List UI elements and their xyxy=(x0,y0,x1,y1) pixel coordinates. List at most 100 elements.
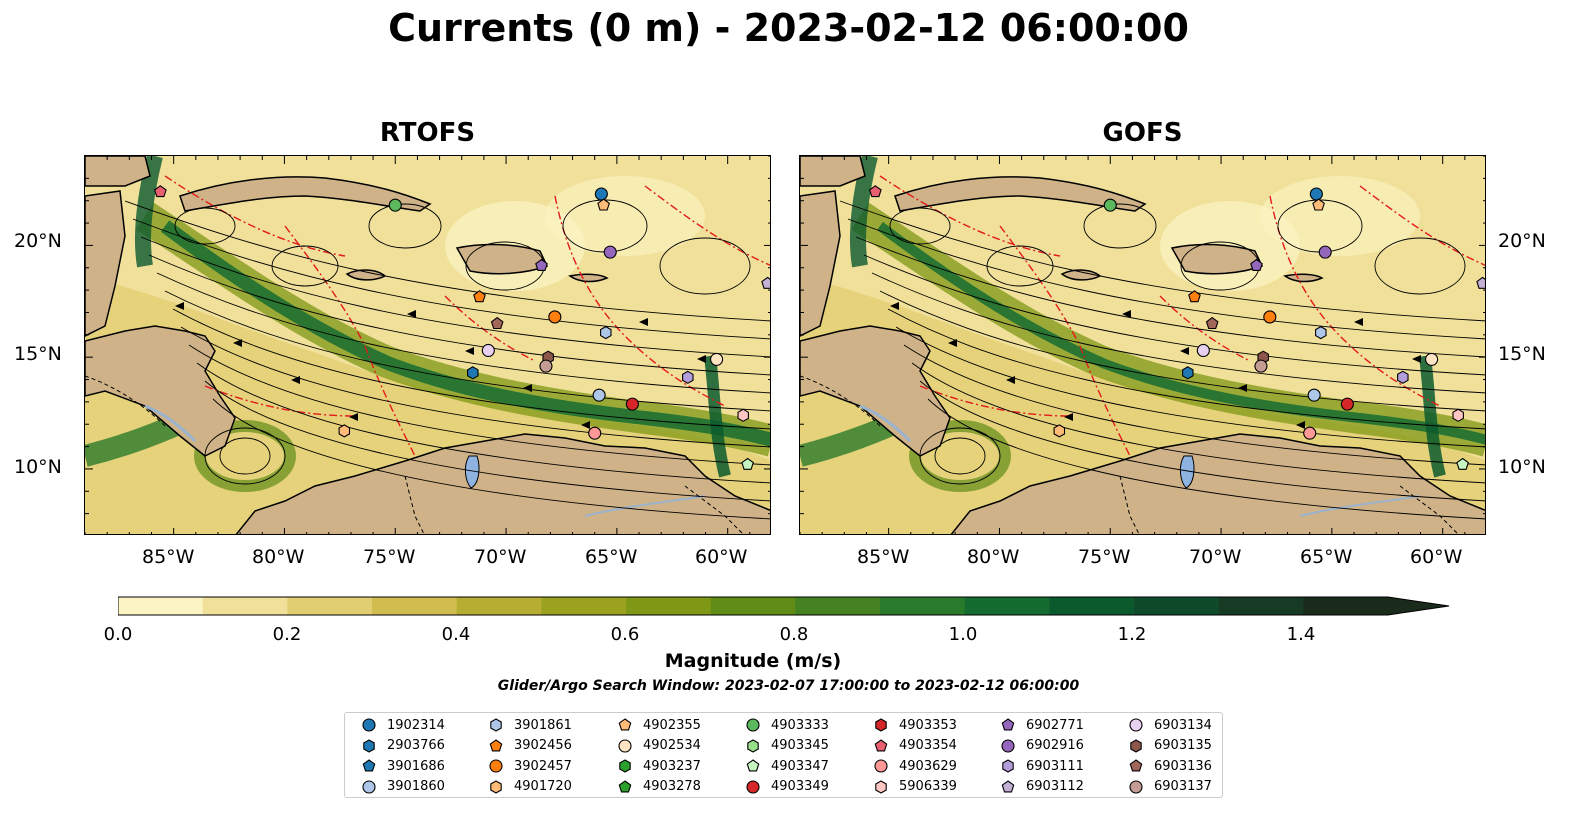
search-window-caption: Glider/Argo Search Window: 2023-02-07 17… xyxy=(497,678,1080,694)
colorbar-segment xyxy=(456,597,542,615)
float-marker xyxy=(1315,325,1327,340)
legend-marker-icon xyxy=(618,738,632,753)
legend-marker xyxy=(362,759,376,772)
legend-marker xyxy=(618,738,632,753)
colorbar-segment xyxy=(1218,597,1304,615)
float-marker xyxy=(737,408,749,422)
legend-label: 6903111 xyxy=(1026,758,1084,774)
legend-item: 4903237 xyxy=(617,756,701,776)
legend-label: 1902314 xyxy=(387,717,445,733)
float-marker xyxy=(153,185,167,198)
legend-marker xyxy=(489,738,503,751)
panel-title-gofs: GOFS xyxy=(1102,118,1183,148)
colorbar-segment xyxy=(964,597,1050,615)
legend-marker-icon xyxy=(746,779,760,794)
float-marker xyxy=(1254,359,1268,373)
colorbar-segment xyxy=(202,597,288,615)
float-marker xyxy=(1309,187,1323,201)
legend-label: 6903137 xyxy=(1154,779,1212,794)
float-marker xyxy=(481,343,495,358)
legend-marker xyxy=(490,779,502,794)
float-marker xyxy=(548,310,562,324)
legend-item: 2903766 xyxy=(361,736,445,756)
float-marker xyxy=(473,290,486,303)
float-marker xyxy=(1250,258,1263,271)
legend-marker-icon xyxy=(746,718,760,732)
legend-marker-icon xyxy=(1129,759,1143,772)
legend-label: 3902457 xyxy=(514,758,572,774)
x-tick-rtofs-80w: 80°W xyxy=(252,546,305,568)
legend-marker xyxy=(747,738,759,753)
legend-marker xyxy=(1001,779,1015,792)
legend-marker xyxy=(1001,718,1015,731)
colorbar-segment xyxy=(710,597,796,615)
legend-label: 4903353 xyxy=(899,717,957,733)
float-marker xyxy=(1188,290,1201,303)
legend-marker xyxy=(746,779,760,794)
legend-item: 3902457 xyxy=(488,756,572,776)
legend-marker-icon xyxy=(362,718,376,732)
float-marker xyxy=(600,325,612,340)
float-marker xyxy=(1196,343,1210,358)
float-marker xyxy=(592,388,606,402)
colorbar xyxy=(118,596,1450,616)
colorbar-segment xyxy=(1049,597,1135,615)
legend-label: 3901861 xyxy=(514,717,572,733)
float-marker xyxy=(1263,310,1277,324)
float-marker xyxy=(539,359,553,373)
colorbar-tick: 1.0 xyxy=(948,624,978,645)
legend-label: 4902534 xyxy=(643,738,701,753)
float-marker xyxy=(868,185,882,198)
legend-label: 3901860 xyxy=(387,779,445,794)
legend-marker xyxy=(1002,759,1014,773)
x-tick-gofs-75w: 75°W xyxy=(1078,546,1131,568)
x-tick-gofs-80w: 80°W xyxy=(967,546,1020,568)
x-tick-rtofs-75w: 75°W xyxy=(363,546,416,568)
float-marker xyxy=(588,426,602,440)
legend-marker xyxy=(874,759,888,773)
x-tick-rtofs-60w: 60°W xyxy=(695,546,748,568)
float-marker xyxy=(338,424,351,438)
legend-marker-icon xyxy=(490,718,502,732)
legend-item: 4903353 xyxy=(873,715,957,735)
map-panel-rtofs[interactable] xyxy=(84,155,771,535)
legend-marker xyxy=(490,718,502,732)
legend-label: 4902355 xyxy=(643,717,701,733)
legend-item: 4903349 xyxy=(745,777,829,797)
legend-item: 3901860 xyxy=(361,777,445,797)
legend-item: 6903134 xyxy=(1128,715,1212,735)
colorbar-tick: 0.8 xyxy=(779,624,809,645)
float-marker xyxy=(1205,316,1219,330)
float-marker xyxy=(741,457,754,470)
legend-marker-icon xyxy=(1002,759,1014,773)
map-panel-gofs[interactable] xyxy=(799,155,1486,535)
legend-marker xyxy=(746,718,760,732)
legend-marker xyxy=(362,718,376,732)
y-tick-right-10n: 10°N xyxy=(1498,456,1546,478)
page-title: Currents (0 m) - 2023-02-12 06:00:00 xyxy=(388,6,1189,50)
colorbar-segment xyxy=(287,597,373,615)
legend-label: 4903347 xyxy=(771,758,829,774)
legend-marker-icon xyxy=(874,738,888,751)
legend-label: 6903112 xyxy=(1026,779,1084,794)
float-marker xyxy=(1312,198,1325,211)
legend-label: 4903278 xyxy=(643,779,701,794)
float-marker xyxy=(1318,245,1332,259)
legend-item: 4902534 xyxy=(617,736,701,756)
colorbar-tick: 1.4 xyxy=(1286,624,1316,645)
x-tick-rtofs-65w: 65°W xyxy=(585,546,638,568)
legend-marker-icon xyxy=(1130,738,1142,753)
float-marker xyxy=(1452,408,1464,422)
legend-item: 6903112 xyxy=(1000,777,1084,797)
y-tick-left-10n: 10°N xyxy=(14,456,62,478)
float-marker xyxy=(625,397,639,411)
legend-label: 4903629 xyxy=(899,758,957,774)
legend-item: 6903137 xyxy=(1128,777,1212,797)
panel-title-rtofs: RTOFS xyxy=(379,118,476,148)
legend-item: 4903347 xyxy=(745,756,829,776)
legend-label: 3902456 xyxy=(514,738,572,753)
legend-marker xyxy=(1129,779,1143,794)
legend-marker xyxy=(489,759,503,773)
colorbar-segment xyxy=(118,597,204,615)
legend-marker xyxy=(363,738,375,753)
